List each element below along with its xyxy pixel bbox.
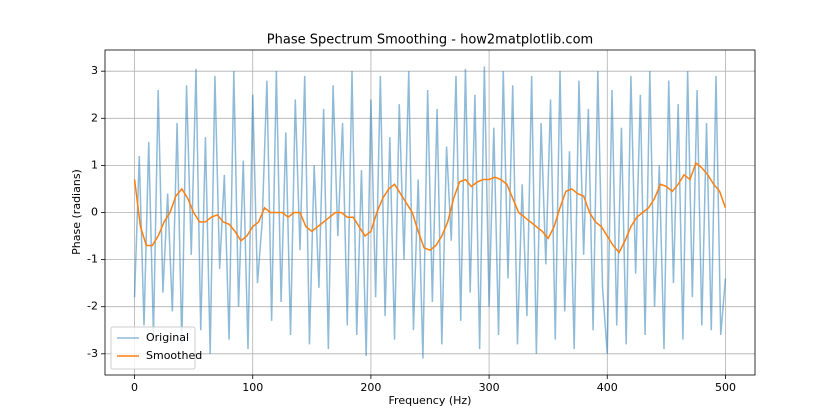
y-tick-label: -3 [87,347,98,360]
x-tick-label: 0 [131,381,138,394]
x-tick-label: 400 [597,381,618,394]
legend-label: Original [146,331,189,344]
y-tick-label: 0 [91,206,98,219]
plot-frame [104,49,756,376]
y-axis-label: Phase (radians) [70,169,83,255]
series-line [133,66,727,359]
y-tick-label: -2 [87,300,98,313]
y-tick-label: -1 [87,253,98,266]
legend-label: Smoothed [146,349,202,362]
y-tick-label: 1 [91,158,98,171]
x-tick-label: 500 [715,381,736,394]
y-tick-label: 3 [91,64,98,77]
y-tick-label: 2 [91,111,98,124]
legend: Original Smoothed [110,326,202,370]
x-tick-label: 300 [479,381,500,394]
chart-title: Phase Spectrum Smoothing - how2matplotli… [267,33,593,48]
x-tick-label: 100 [242,381,263,394]
series-line [133,161,727,254]
x-axis-label: Frequency (Hz) [389,394,472,407]
x-tick-label: 200 [360,381,381,394]
